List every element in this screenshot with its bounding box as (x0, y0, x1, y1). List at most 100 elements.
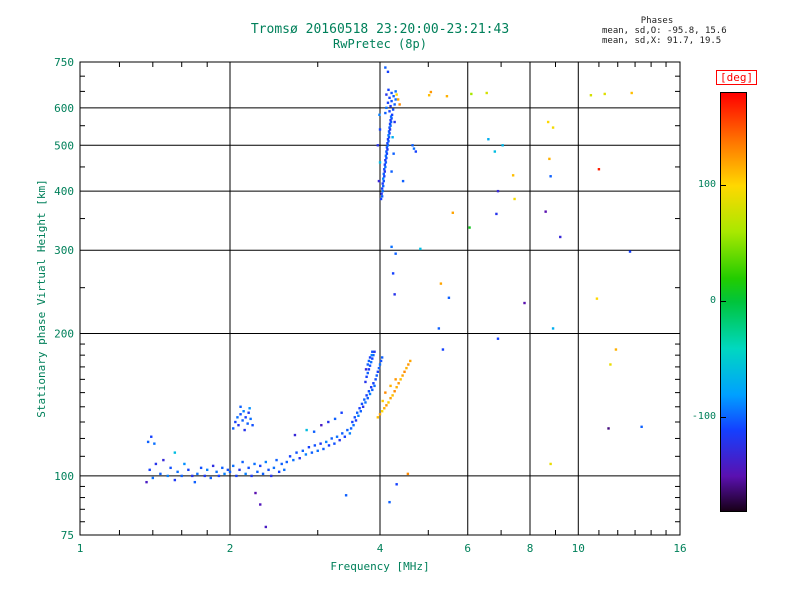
x-tick-label: 4 (377, 542, 384, 555)
scatter-point (357, 414, 360, 417)
scatter-point (551, 126, 555, 129)
scatter-point (365, 394, 368, 397)
scatter-point (199, 466, 203, 470)
scatter-point (447, 296, 451, 299)
scatter-point (378, 363, 382, 366)
scatter-point (344, 494, 348, 497)
scatter-point (312, 430, 316, 433)
scatter-point (389, 124, 392, 127)
scatter-point (382, 177, 385, 180)
scatter-point (285, 460, 288, 464)
scatter-point (223, 472, 226, 476)
scatter-point (327, 420, 330, 424)
scatter-point (388, 128, 392, 131)
scatter-point (380, 195, 384, 198)
scatter-point (275, 458, 278, 462)
scatter-point (513, 197, 516, 201)
scatter-point (366, 396, 369, 400)
scatter-point (376, 370, 380, 373)
scatter-point (414, 150, 418, 153)
scatter-point (603, 92, 606, 96)
scatter-point (374, 378, 377, 381)
scatter-point (209, 476, 212, 480)
scatter-point (375, 374, 378, 377)
scatter-point (253, 462, 256, 466)
scatter-point (371, 388, 374, 392)
scatter-point (385, 106, 388, 110)
scatter-point (239, 413, 242, 416)
colorbar-tick-label: 0 (709, 295, 716, 306)
scatter-point (385, 150, 388, 153)
scatter-point (609, 363, 612, 366)
scatter-point (173, 451, 177, 454)
scatter-point (316, 449, 319, 452)
scatter-point (387, 134, 390, 137)
scatter-point (523, 301, 526, 305)
scatter-point (180, 474, 183, 478)
scatter-point (248, 407, 251, 410)
scatter-point (393, 120, 396, 124)
scatter-point (391, 394, 394, 397)
y-tick-label: 75 (61, 529, 74, 542)
scatter-point (236, 416, 239, 419)
phase-stats-header: Phases (640, 16, 674, 26)
scatter-point (239, 405, 242, 408)
scatter-point (162, 458, 165, 462)
scatter-point (546, 120, 550, 124)
scatter-point (237, 423, 240, 427)
scatter-point (385, 404, 388, 407)
scatter-point (388, 132, 391, 135)
scatter-point (380, 356, 384, 359)
scatter-point (367, 359, 371, 363)
scatter-point (548, 157, 551, 161)
scatter-point (264, 460, 268, 464)
scatter-point (384, 165, 387, 169)
scatter-point (393, 103, 396, 106)
scatter-point (382, 172, 385, 176)
scatter-point (406, 472, 410, 476)
scatter-point (386, 144, 390, 147)
scatter-point (399, 378, 402, 381)
scatter-point (378, 413, 382, 416)
scatter-point (391, 272, 395, 275)
scatter-point (378, 161, 382, 164)
scatter-point (412, 147, 416, 150)
scatter-point (496, 189, 500, 193)
scatter-point (395, 93, 398, 96)
scatter-point (166, 474, 169, 478)
scatter-point (293, 433, 297, 437)
scatter-point (389, 104, 392, 108)
scatter-point (376, 144, 380, 147)
scatter-point (470, 92, 473, 96)
scatter-point (352, 423, 355, 427)
scatter-point (333, 417, 337, 421)
scatter-point (559, 235, 562, 239)
scatter-point (493, 150, 497, 153)
scatter-point (383, 175, 386, 178)
x-axis-label: Frequency [MHz] (330, 560, 429, 573)
scatter-point (379, 359, 383, 363)
scatter-point (310, 451, 314, 454)
scatter-point (385, 93, 388, 96)
phase-stats-block: Phases mean, sd,O: -95.8, 15.6 mean, sd,… (602, 16, 742, 46)
scatter-point (232, 427, 235, 430)
scatter-point (383, 170, 387, 173)
y-tick-label: 100 (54, 470, 74, 483)
scatter-point (153, 442, 156, 445)
scatter-point (320, 423, 323, 427)
scatter-point (319, 442, 322, 445)
scatter-point (369, 386, 373, 389)
x-tick-label: 2 (227, 542, 234, 555)
scatter-point (228, 470, 232, 474)
scatter-point (221, 466, 224, 470)
colorbar-tick-label: 100 (697, 178, 716, 190)
scatter-point (377, 366, 381, 370)
scatter-point (360, 402, 364, 406)
scatter-point (376, 416, 380, 419)
scatter-point (280, 462, 283, 466)
scatter-point (386, 101, 390, 104)
scatter-point (395, 483, 398, 486)
scatter-point (247, 411, 250, 414)
x-tick-label: 1 (77, 542, 84, 555)
scatter-point (395, 386, 398, 389)
